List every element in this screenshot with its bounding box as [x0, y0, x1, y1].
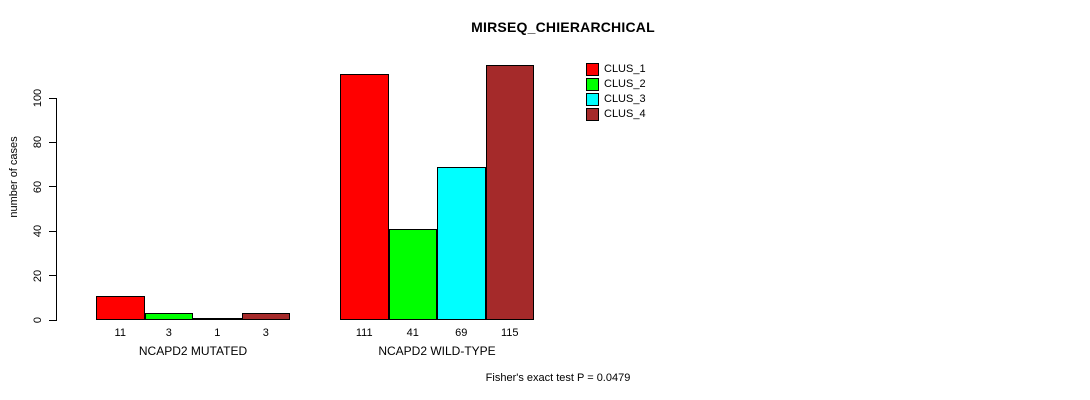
- legend-swatch: [586, 78, 599, 91]
- legend-swatch: [586, 93, 599, 106]
- bar-value-label: 3: [262, 327, 269, 339]
- legend-item-clus_1: CLUS_1: [586, 62, 646, 77]
- bar-value-label: 1: [214, 327, 221, 339]
- bar-clus_1: [96, 296, 145, 320]
- y-axis-label: number of cases: [8, 136, 20, 218]
- legend-label: CLUS_1: [604, 63, 646, 75]
- legend-swatch: [586, 108, 599, 121]
- bar-clus_4: [485, 65, 534, 320]
- bar-value-label: 41: [406, 327, 419, 339]
- chart-title: MIRSEQ_CHIERARCHICAL: [471, 19, 655, 35]
- pvalue-annotation: Fisher's exact test P = 0.0479: [485, 372, 631, 384]
- y-axis-tick: [49, 141, 56, 143]
- y-axis-tick-label: 0: [32, 316, 44, 324]
- bar-clus_1: [340, 74, 389, 320]
- legend-label: CLUS_2: [604, 78, 646, 90]
- y-axis-tick: [49, 230, 56, 232]
- bar-value-label: 111: [355, 327, 373, 339]
- bar-clus_2: [144, 313, 193, 320]
- y-axis-tick-label: 100: [32, 88, 44, 108]
- legend-label: CLUS_3: [604, 93, 646, 105]
- y-axis-tick-label: 40: [32, 225, 44, 238]
- y-axis-tick: [49, 186, 56, 188]
- bar-value-label: 11: [114, 327, 126, 339]
- bar-clus_4: [241, 313, 290, 320]
- legend-swatch: [586, 63, 599, 76]
- y-axis-tick: [49, 97, 56, 99]
- y-axis-tick: [49, 275, 56, 277]
- x-group-label: NCAPD2 WILD-TYPE: [378, 344, 496, 358]
- x-group-label: NCAPD2 MUTATED: [138, 344, 248, 358]
- bar-clus_3: [437, 167, 486, 320]
- legend: CLUS_1 CLUS_2 CLUS_3 CLUS_4: [586, 62, 646, 122]
- legend-item-clus_2: CLUS_2: [586, 77, 646, 92]
- y-axis-tick-label: 60: [32, 180, 44, 193]
- legend-item-clus_4: CLUS_4: [586, 107, 646, 122]
- bar-value-label: 3: [165, 327, 172, 339]
- y-axis-tick: [49, 319, 56, 321]
- bar-value-label: 69: [455, 327, 468, 339]
- legend-label: CLUS_4: [604, 108, 646, 120]
- bar-clus_2: [388, 229, 437, 320]
- legend-item-clus_3: CLUS_3: [586, 92, 646, 107]
- y-axis-tick-label: 20: [32, 269, 44, 282]
- y-axis-line: [56, 98, 57, 321]
- bar-value-label: 115: [500, 327, 519, 339]
- bar-clus_3: [193, 318, 242, 320]
- y-axis-tick-label: 80: [32, 136, 44, 149]
